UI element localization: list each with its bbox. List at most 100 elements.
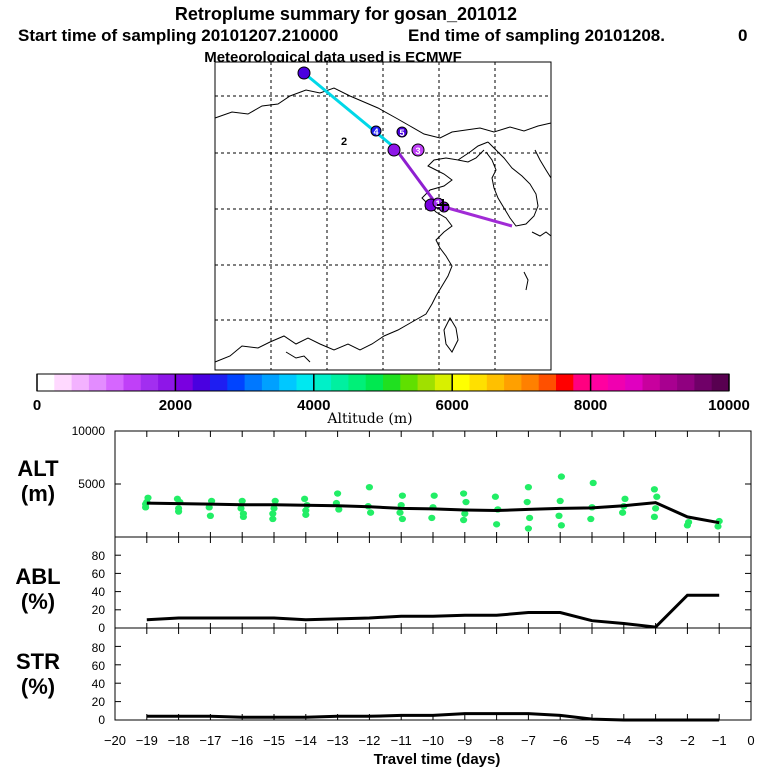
panel-str: STR (%) 0 20 40 60 80 (16, 627, 752, 727)
colorbar-tick-label: 2000 (159, 397, 192, 414)
cluster-label: 4 (373, 127, 378, 137)
colorbar-cell (88, 374, 107, 391)
trajectory-segment-recent (436, 203, 513, 228)
colorbar-cell (486, 374, 505, 391)
colorbar-cell (37, 374, 55, 391)
colorbar-cell (400, 374, 419, 391)
colorbar-cell (331, 374, 349, 391)
colorbar-cell (175, 374, 194, 391)
x-tick-label: −12 (358, 733, 380, 748)
colorbar-cell (607, 374, 626, 391)
cluster-marker (387, 143, 401, 157)
colorbar-cell (296, 374, 315, 391)
colorbar-cell (452, 374, 470, 391)
panel-label-abl: ABL (15, 564, 60, 589)
colorbar-cell (140, 374, 159, 391)
x-tick-label: −1 (712, 733, 727, 748)
colorbar-cell (348, 374, 367, 391)
colorbar-tick-label: 4000 (297, 397, 330, 414)
colorbar-cell (158, 374, 176, 391)
title-line-1: Retroplume summary for gosan_201012 (175, 4, 517, 24)
panel-label-str: STR (16, 649, 60, 674)
title-start-time: Start time of sampling 20101207.210000 (18, 26, 338, 45)
str-frame (114, 627, 752, 721)
cluster-label: 3 (415, 146, 420, 156)
abl-ytick-60: 60 (92, 567, 106, 581)
alt-scatter-point (555, 512, 563, 519)
x-tick-label: −17 (199, 733, 221, 748)
y-axis-tick-marks (115, 430, 751, 721)
alt-scatter-point (173, 495, 181, 503)
colorbar-cell (279, 374, 297, 391)
alt-scatter-point (621, 495, 629, 503)
panel-alt: ALT (m) 5000 10000 (17, 424, 752, 538)
colorbar-cell (365, 374, 384, 391)
x-tick-label: −3 (648, 733, 663, 748)
colorbar-cell (106, 374, 124, 391)
colorbar-cell (521, 374, 540, 391)
title-end-time: End time of sampling 20101208. (408, 26, 665, 45)
alt-scatter-point (237, 505, 245, 512)
x-tick-label: −20 (104, 733, 126, 748)
alt-scatter-point (271, 497, 279, 505)
alt-scatter-point (524, 483, 533, 491)
str-ytick-60: 60 (92, 659, 106, 673)
colorbar-cell (227, 374, 246, 391)
alt-scatter-point (493, 521, 501, 528)
alt-scatter-point (302, 511, 310, 518)
x-tick-label: −7 (521, 733, 536, 748)
abl-ytick-40: 40 (92, 585, 106, 599)
alt-scatter-point (461, 510, 469, 517)
colorbar-cell (573, 374, 592, 391)
colorbar-tick-label: 6000 (436, 397, 469, 414)
x-tick-label: −5 (585, 733, 600, 748)
cluster-label: 5 (399, 128, 404, 138)
x-tick-label: −11 (391, 733, 412, 748)
colorbar-cell (711, 374, 730, 391)
colorbar-cell (469, 374, 488, 391)
x-tick-label: −15 (263, 733, 285, 748)
alt-scatter-point (556, 497, 564, 505)
alt-scatter-point (367, 509, 375, 516)
str-ytick-80: 80 (92, 641, 106, 655)
alt-scatter-point (587, 515, 595, 523)
x-tick-label: 0 (747, 733, 754, 748)
alt-scatter-point (205, 504, 213, 511)
colorbar-label: Altitude (m) (326, 411, 412, 427)
alt-scatter-point (269, 510, 277, 517)
colorbar-cell (556, 374, 574, 391)
cluster-marker (370, 125, 382, 137)
alt-scatter-point (239, 513, 247, 521)
alt-scatter-point (396, 509, 404, 516)
colorbar-cell (192, 374, 211, 391)
alt-scatter-point (526, 514, 534, 522)
cluster-marker (297, 66, 311, 80)
abl-ytick-20: 20 (92, 603, 106, 617)
alt-scatter-point (524, 525, 533, 532)
colorbar-cell (71, 374, 90, 391)
abl-frame (114, 536, 752, 629)
colorbar-tick-label: 8000 (574, 397, 607, 414)
alt-scatter-point (714, 523, 722, 530)
cluster-marker (396, 126, 408, 138)
alt-scatter-point (653, 493, 661, 500)
alt-scatter-point (208, 497, 216, 505)
panel-unit-str: (%) (21, 674, 55, 699)
abl-ytick-0: 0 (98, 621, 105, 635)
colorbar: 0 2000 4000 6000 8000 10000 Altitude (m) (33, 373, 750, 427)
colorbar-cell (123, 374, 142, 391)
colorbar-tick-label: 0 (33, 397, 41, 414)
alt-scatter-point (334, 490, 342, 497)
x-tick-label: −19 (136, 733, 158, 748)
alt-scatter-point (650, 486, 659, 493)
map-frame (214, 61, 552, 371)
alt-scatter-points (142, 473, 723, 532)
colorbar-cell (434, 374, 453, 391)
x-tick-label: −2 (680, 733, 695, 748)
alt-scatter-point (238, 497, 246, 505)
coastlines-borders (214, 87, 552, 363)
x-tick-label: −8 (489, 733, 504, 748)
alt-scatter-point (619, 509, 627, 516)
trajectory (303, 71, 513, 228)
